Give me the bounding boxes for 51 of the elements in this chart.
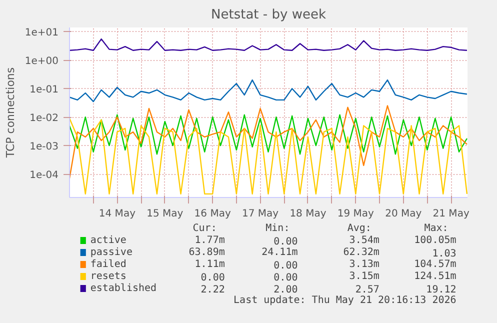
legend-label: resets — [90, 271, 126, 282]
text: 0.00 — [274, 236, 298, 248]
text: 124.51m — [414, 271, 456, 282]
text: 1.03 — [432, 248, 456, 260]
line-series — [70, 118, 468, 195]
legend-label: failed — [90, 259, 126, 270]
x-tick-label: 14 May — [98, 208, 136, 220]
text: 62.32m — [343, 247, 380, 258]
legend-label: active — [90, 235, 126, 246]
x-tick-label: 19 May — [337, 208, 374, 220]
text: 63.89m — [188, 247, 225, 258]
y-tick-label: 1e+01 — [24, 28, 59, 39]
text: 2.00 — [274, 284, 298, 296]
text: 19.12 — [426, 284, 456, 296]
line-series — [70, 38, 468, 51]
line-series — [70, 114, 468, 155]
text: 104.57m — [414, 259, 456, 270]
text: 24.11m — [262, 247, 298, 258]
x-tick-label: 18 May — [290, 208, 326, 220]
text: 3.15m — [349, 271, 380, 282]
y-tick-label: 1e-01 — [30, 84, 59, 96]
line-series — [70, 105, 468, 180]
x-tick-label: 16 May — [194, 208, 231, 220]
legend-label: passive — [90, 247, 132, 258]
text: Max: — [424, 223, 448, 234]
y-tick-label: 1e+00 — [24, 56, 59, 68]
x-tick-label: 20 May — [385, 208, 422, 220]
text: 0.00 — [200, 272, 225, 284]
text: Cur: — [192, 223, 217, 234]
text: 3.54m — [349, 235, 380, 246]
text: 3.13m — [349, 259, 380, 270]
line-series — [70, 79, 468, 102]
y-axis-title: TCP connections — [4, 67, 17, 159]
text: Avg: — [347, 223, 372, 234]
text: 1.77m — [194, 235, 225, 246]
text: 1.11m — [194, 259, 225, 270]
y-tick-label: 1e-03 — [30, 142, 59, 153]
text: 0.00 — [274, 272, 298, 284]
chart-title: Netstat - by week — [211, 8, 326, 22]
x-tick-label: 21 May — [432, 208, 470, 220]
legend-label: established — [90, 283, 157, 294]
y-tick-label: 1e-04 — [30, 170, 59, 182]
text: 0.00 — [274, 260, 298, 272]
x-tick-label: 17 May — [242, 208, 279, 220]
x-tick-label: 15 May — [146, 208, 184, 220]
text: 2.22 — [200, 284, 225, 296]
text: 2.57 — [355, 284, 380, 296]
text: Min: — [266, 223, 290, 234]
text: Last update: Thu May 21 20:16:13 2026 — [234, 295, 456, 306]
text: 100.05m — [414, 235, 456, 246]
y-tick-label: 1e-02 — [30, 113, 59, 124]
